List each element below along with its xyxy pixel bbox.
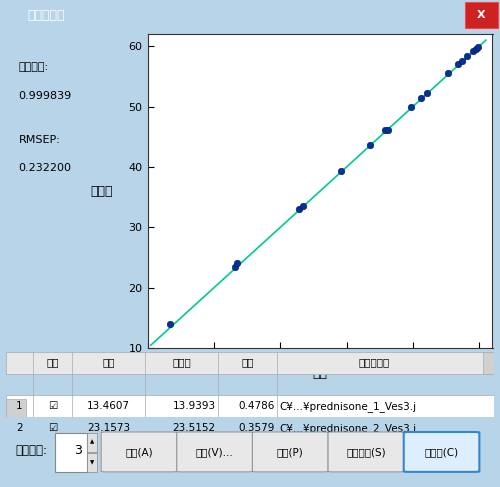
FancyBboxPatch shape [252, 432, 328, 472]
Point [472, 45, 480, 53]
Text: ☑: ☑ [48, 401, 57, 412]
Text: C¥...¥prednisone_2_Ves3.j: C¥...¥prednisone_2_Ves3.j [280, 423, 416, 434]
FancyBboxPatch shape [55, 433, 86, 472]
Text: 閉じる(C): 閉じる(C) [424, 447, 458, 457]
Point [337, 167, 345, 174]
Point [296, 206, 304, 213]
Text: ▲: ▲ [90, 439, 94, 444]
Point [444, 70, 452, 77]
FancyBboxPatch shape [465, 2, 498, 28]
Point [366, 141, 374, 149]
Bar [6, 399, 25, 417]
Point [231, 262, 239, 270]
Text: 3: 3 [74, 444, 82, 457]
Text: 使用: 使用 [46, 357, 58, 368]
FancyBboxPatch shape [177, 432, 252, 472]
Text: C¥...¥prednisone_1_Ves3.j: C¥...¥prednisone_1_Ves3.j [280, 401, 416, 412]
Point [299, 203, 307, 210]
Bar [6, 417, 494, 439]
Point [407, 103, 415, 111]
Text: 0.232200: 0.232200 [18, 163, 72, 173]
FancyBboxPatch shape [101, 432, 177, 472]
FancyBboxPatch shape [86, 453, 98, 472]
Text: 保存(V)...: 保存(V)... [196, 447, 234, 457]
Text: 評価値: 評価値 [172, 357, 191, 368]
Point [458, 57, 466, 65]
Text: 真値: 真値 [102, 357, 115, 368]
Text: スケール(S): スケール(S) [346, 447, 386, 457]
Text: 0.3579: 0.3579 [238, 423, 275, 433]
Point [381, 126, 389, 134]
Text: 検量カーブ: 検量カーブ [28, 9, 65, 22]
Point [417, 94, 425, 101]
FancyBboxPatch shape [404, 432, 479, 472]
Point [166, 320, 174, 328]
Text: 2: 2 [16, 423, 22, 433]
Text: 主成分数:: 主成分数: [16, 444, 48, 457]
Text: 評価値: 評価値 [90, 185, 113, 198]
Text: ▼: ▼ [90, 461, 94, 466]
Bar [484, 352, 494, 374]
Text: X: X [477, 10, 486, 20]
Text: 13.9393: 13.9393 [172, 401, 216, 412]
Text: ☑: ☑ [48, 423, 57, 433]
Point [474, 43, 482, 51]
Text: 印刷(P): 印刷(P) [277, 447, 303, 457]
Point [384, 126, 392, 133]
FancyBboxPatch shape [86, 433, 98, 452]
Text: 0.999839: 0.999839 [18, 91, 72, 101]
Text: RMSEP:: RMSEP: [18, 134, 60, 145]
Text: 残差: 残差 [242, 357, 254, 368]
FancyBboxPatch shape [328, 432, 404, 472]
Point [423, 89, 431, 96]
Bar [6, 352, 494, 374]
Text: ファイル名: ファイル名 [359, 357, 390, 368]
Text: 23.1573: 23.1573 [87, 423, 130, 433]
Text: 1: 1 [16, 401, 22, 412]
Text: 23.5152: 23.5152 [172, 423, 216, 433]
Point [464, 52, 471, 60]
Bar [6, 395, 494, 417]
Text: 0.4786: 0.4786 [238, 401, 275, 412]
Text: 13.4607: 13.4607 [87, 401, 130, 412]
Point [233, 259, 241, 267]
X-axis label: 真値: 真値 [312, 367, 328, 380]
Text: 適用(A): 適用(A) [125, 447, 153, 457]
Point [454, 60, 462, 68]
Text: 相関係数:: 相関係数: [18, 62, 48, 73]
Point [468, 47, 476, 55]
